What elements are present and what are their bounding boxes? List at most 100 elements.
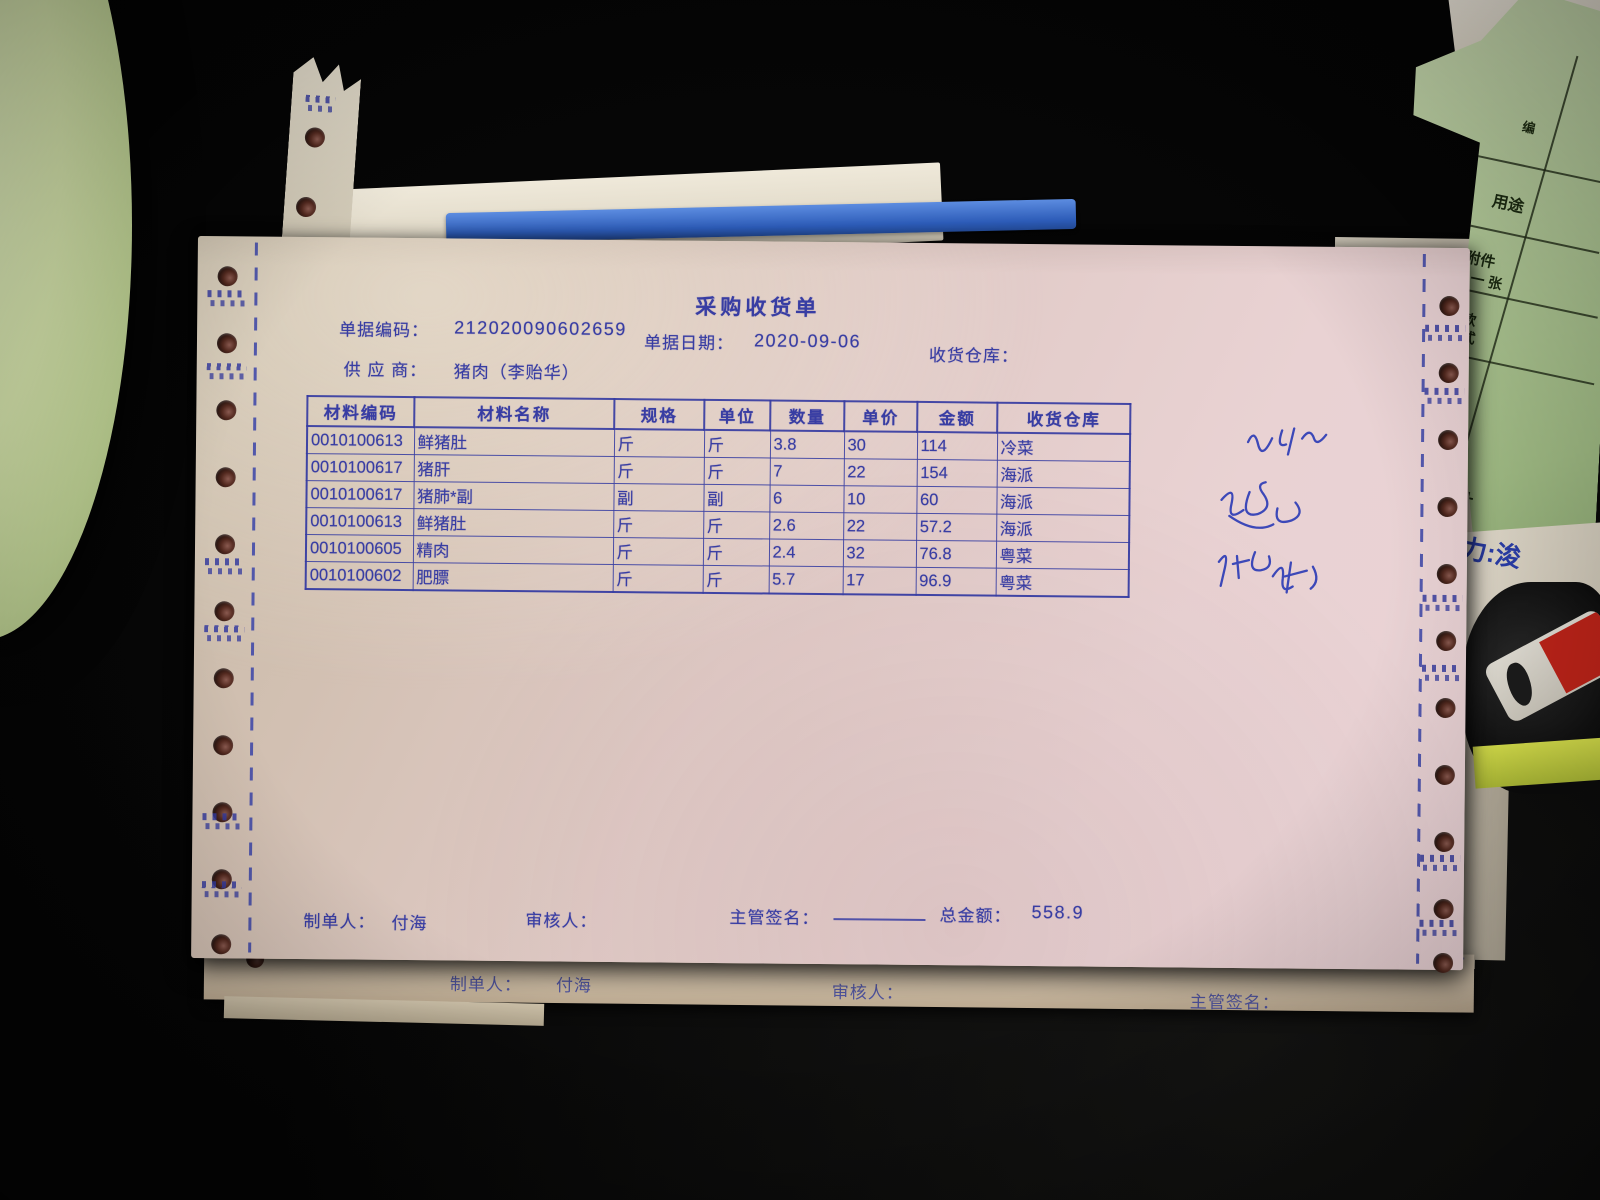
registration-marks — [1419, 854, 1461, 873]
cell-amount: 114 — [916, 431, 998, 461]
handwriting-scribble — [1217, 427, 1328, 594]
registration-marks — [1421, 664, 1462, 683]
col-header: 数量 — [770, 400, 845, 432]
copy-preparer-label: 制单人： — [449, 974, 522, 995]
punch-hole — [217, 266, 238, 287]
col-header: 材料名称 — [414, 397, 615, 430]
stub-hole — [295, 196, 316, 217]
cell-qty: 7 — [769, 457, 844, 486]
copy-manager-label: 主管签名： — [1189, 992, 1280, 1013]
registration-marks — [204, 625, 245, 643]
total-label: 总金额： — [939, 906, 1012, 926]
supplier-label: 供 应 商： — [343, 360, 428, 381]
warehouse-label: 收货仓库： — [928, 346, 1019, 366]
stub-hole — [304, 127, 325, 148]
cell-code: 0010100617 — [306, 453, 414, 482]
total-value: 558.9 — [1031, 902, 1085, 923]
cell-price: 32 — [842, 539, 917, 568]
left-perforation-line — [248, 242, 258, 953]
handwritten-note: 力:浚 — [1458, 532, 1524, 574]
punch-hole — [216, 333, 238, 354]
cell-spec: 斤 — [613, 429, 705, 458]
tape-label-red — [1539, 609, 1600, 694]
receipt-sheet: 采购收货单 单据编码： 212020090602659 单据日期： 2020-0… — [191, 236, 1470, 974]
cell-unit: 斤 — [703, 457, 770, 485]
registration-marks — [1424, 387, 1465, 406]
col-header: 金额 — [917, 401, 998, 433]
registration-marks — [201, 881, 242, 899]
cell-qty: 3.8 — [769, 430, 845, 459]
cell-price: 22 — [843, 512, 917, 541]
punch-hole — [1437, 496, 1458, 518]
punch-hole — [1434, 831, 1455, 853]
green-form-label: 编 — [1520, 118, 1537, 137]
punch-hole — [1434, 764, 1455, 786]
cell-price: 22 — [843, 458, 917, 487]
punch-hole — [1438, 429, 1459, 451]
cell-name: 鲜猪肚 — [413, 427, 615, 457]
preparer-label: 制单人： — [303, 912, 376, 932]
col-header: 单价 — [844, 401, 918, 432]
torn-feed-stub — [282, 56, 363, 246]
doc-date-value: 2020-09-06 — [753, 330, 862, 352]
cell-warehouse: 粤菜 — [995, 568, 1129, 597]
registration-marks — [206, 363, 247, 381]
cell-qty: 5.7 — [768, 565, 843, 595]
cell-qty: 6 — [769, 484, 844, 513]
col-header: 收货仓库 — [997, 402, 1131, 434]
registration-marks — [204, 558, 245, 576]
tape-label — [1482, 607, 1600, 725]
cell-qty: 2.4 — [768, 538, 844, 567]
cell-name: 猪肝 — [413, 454, 614, 484]
registration-marks — [202, 813, 243, 831]
cell-name: 肥膘 — [412, 562, 613, 592]
bowl-object — [0, 0, 132, 640]
cell-code: 0010100613 — [306, 507, 414, 536]
cell-amount: 96.9 — [915, 567, 996, 596]
preparer-value: 付海 — [391, 913, 428, 934]
cell-unit: 斤 — [702, 538, 770, 566]
form-title: 采购收货单 — [695, 295, 821, 320]
cell-unit: 斤 — [703, 429, 771, 458]
punch-hole — [214, 534, 236, 555]
punch-hole — [214, 601, 235, 622]
cell-code: 0010100617 — [306, 480, 414, 509]
doc-no-label: 单据编码： — [339, 320, 430, 341]
doc-date-label: 单据日期： — [643, 333, 735, 354]
reviewer-label: 审核人： — [525, 911, 598, 931]
cell-warehouse: 冷菜 — [996, 432, 1131, 462]
cell-amount: 60 — [916, 486, 997, 515]
punch-hole — [1438, 362, 1459, 384]
cell-amount: 154 — [916, 459, 997, 488]
cell-price: 17 — [842, 566, 916, 595]
cell-name: 鲜猪肚 — [413, 508, 614, 538]
punch-hole — [1436, 630, 1457, 652]
cell-price: 10 — [843, 485, 917, 514]
punch-hole — [211, 934, 232, 955]
cell-unit: 副 — [703, 484, 770, 512]
supplier-value: 猪肉（李贻华） — [453, 362, 580, 383]
cell-spec: 副 — [613, 483, 704, 512]
doc-no-value: 212020090602659 — [454, 317, 627, 340]
punch-hole — [215, 467, 236, 488]
cell-amount: 57.2 — [916, 513, 997, 542]
green-form-label: 用途 — [1490, 193, 1526, 217]
registration-marks — [1425, 324, 1466, 343]
cell-unit: 斤 — [702, 565, 769, 594]
col-header: 材料编码 — [307, 396, 415, 428]
punch-hole — [1432, 952, 1454, 974]
form-line — [1474, 154, 1600, 183]
cell-qty: 2.6 — [769, 511, 844, 540]
punch-hole — [213, 668, 234, 689]
punch-hole — [1436, 563, 1457, 585]
cell-name: 猪肺*副 — [413, 481, 614, 511]
tape-label-blob — [1501, 659, 1538, 709]
copy-preparer-value: 付海 — [555, 976, 592, 996]
cell-warehouse: 粤菜 — [995, 541, 1130, 570]
cell-code: 0010100605 — [305, 534, 414, 563]
registration-marks — [1419, 919, 1460, 938]
cell-spec: 斤 — [612, 564, 703, 593]
registration-marks — [207, 290, 248, 308]
cell-code: 0010100613 — [306, 426, 415, 455]
